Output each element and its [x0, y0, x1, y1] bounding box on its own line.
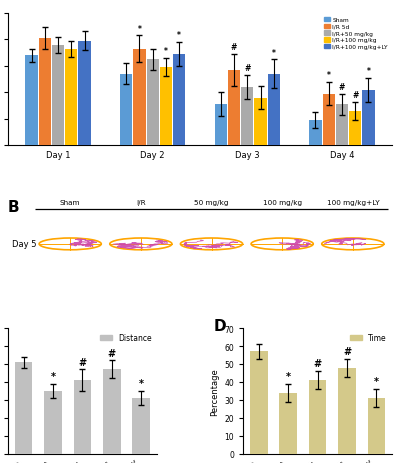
- Text: I/R: I/R: [136, 199, 146, 205]
- Bar: [309, 380, 326, 454]
- Bar: [173, 55, 185, 146]
- Bar: [250, 352, 268, 454]
- Bar: [228, 71, 240, 146]
- Text: #: #: [231, 43, 237, 52]
- Legend: Sham, I/R 5d, I/R+50 mg/kg, I/R+100 mg/kg, I/R+100 mg/kg+LY: Sham, I/R 5d, I/R+50 mg/kg, I/R+100 mg/k…: [323, 17, 389, 51]
- Bar: [368, 398, 385, 454]
- Bar: [52, 45, 64, 146]
- Bar: [279, 393, 297, 454]
- Text: Day 5: Day 5: [12, 240, 36, 249]
- Bar: [349, 112, 361, 146]
- Text: 50 mg/kg: 50 mg/kg: [194, 199, 229, 205]
- Text: 100 mg/kg: 100 mg/kg: [263, 199, 302, 205]
- Text: *: *: [286, 371, 291, 381]
- Text: *: *: [374, 376, 379, 387]
- Bar: [15, 363, 32, 454]
- Bar: [132, 398, 150, 454]
- Bar: [120, 75, 132, 146]
- Text: #: #: [78, 357, 86, 367]
- Bar: [338, 368, 356, 454]
- Legend: Time: Time: [349, 332, 388, 344]
- Bar: [78, 42, 91, 146]
- Bar: [309, 121, 322, 146]
- Text: #: #: [352, 91, 358, 100]
- Bar: [362, 90, 374, 146]
- Text: *: *: [177, 31, 181, 40]
- Bar: [26, 56, 38, 146]
- Text: *: *: [272, 49, 276, 57]
- Bar: [323, 94, 335, 146]
- Text: D: D: [213, 319, 226, 333]
- Text: Sham: Sham: [60, 199, 80, 205]
- Text: *: *: [139, 378, 144, 388]
- Legend: Distance: Distance: [99, 332, 153, 344]
- Bar: [65, 50, 77, 146]
- Bar: [336, 105, 348, 146]
- Y-axis label: Percentage: Percentage: [210, 367, 219, 415]
- Bar: [215, 105, 227, 146]
- Bar: [103, 369, 121, 454]
- Text: *: *: [327, 71, 331, 80]
- Text: #: #: [108, 348, 116, 358]
- Text: *: *: [50, 371, 56, 381]
- Bar: [146, 60, 159, 146]
- Text: #: #: [244, 64, 250, 73]
- Bar: [44, 391, 62, 454]
- Bar: [74, 380, 91, 454]
- Text: 100 mg/kg+LY: 100 mg/kg+LY: [326, 199, 379, 205]
- Text: #: #: [314, 359, 322, 369]
- Text: B: B: [8, 200, 20, 214]
- Bar: [254, 98, 267, 146]
- Text: #: #: [339, 83, 345, 92]
- Bar: [133, 50, 146, 146]
- Text: *: *: [366, 67, 370, 76]
- Text: *: *: [164, 47, 168, 56]
- Bar: [160, 68, 172, 146]
- Text: *: *: [138, 25, 141, 34]
- Bar: [268, 75, 280, 146]
- Bar: [241, 88, 254, 146]
- Bar: [39, 39, 51, 146]
- Text: #: #: [343, 346, 351, 356]
